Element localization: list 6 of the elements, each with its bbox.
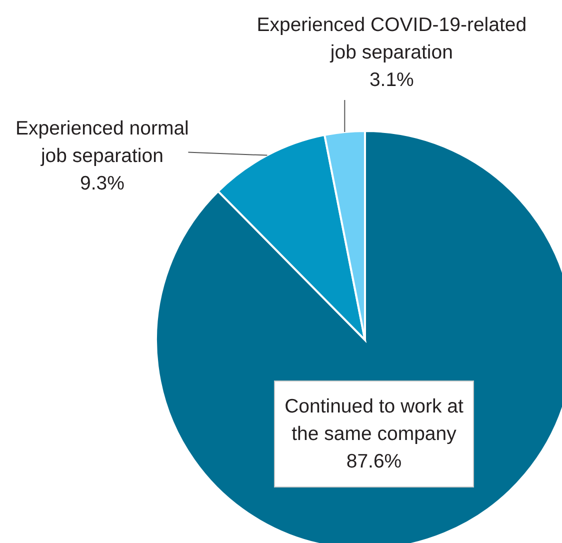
slice-label: Continued to work at the same company (284, 396, 464, 445)
data-label: 3.1% (369, 68, 414, 91)
data-label: 9.3% (80, 172, 124, 194)
data-label: 87.6% (346, 450, 402, 472)
slice-label: Experienced COVID-19-related job separation (256, 14, 527, 64)
slice-label: Experienced normal job separation (15, 117, 189, 167)
